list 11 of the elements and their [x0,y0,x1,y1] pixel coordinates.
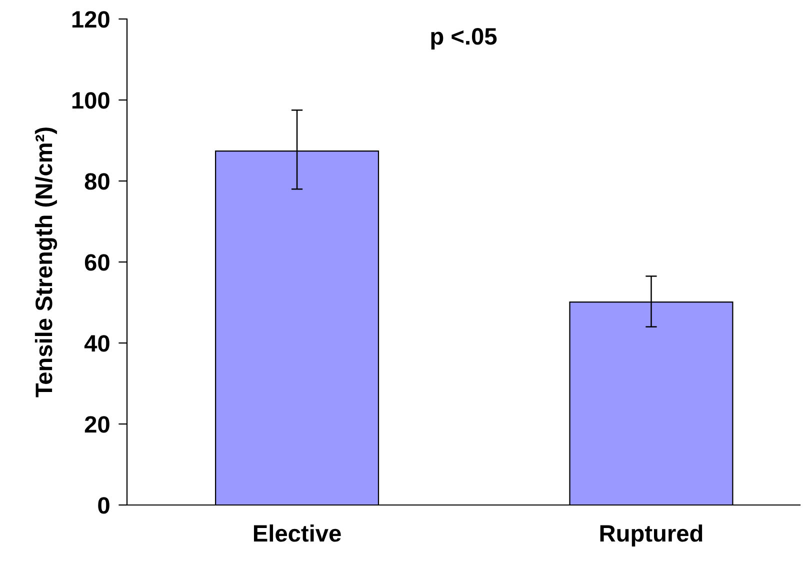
y-axis-title: Tensile Strength (N/cm²) [34,128,58,398]
y-tick-label: 80 [84,173,110,190]
x-tick-label: Elective [254,524,341,542]
annotation: p <.05 [431,28,497,50]
x-tick-label: Ruptured [600,524,702,546]
y-tick-label: 40 [84,335,110,352]
y-tick-label: 60 [84,254,110,271]
y-tick-label: 120 [72,11,110,28]
y-tick-label: 20 [84,416,110,433]
y-tick-label: 0 [98,497,110,514]
y-tick-label: 100 [72,92,110,109]
